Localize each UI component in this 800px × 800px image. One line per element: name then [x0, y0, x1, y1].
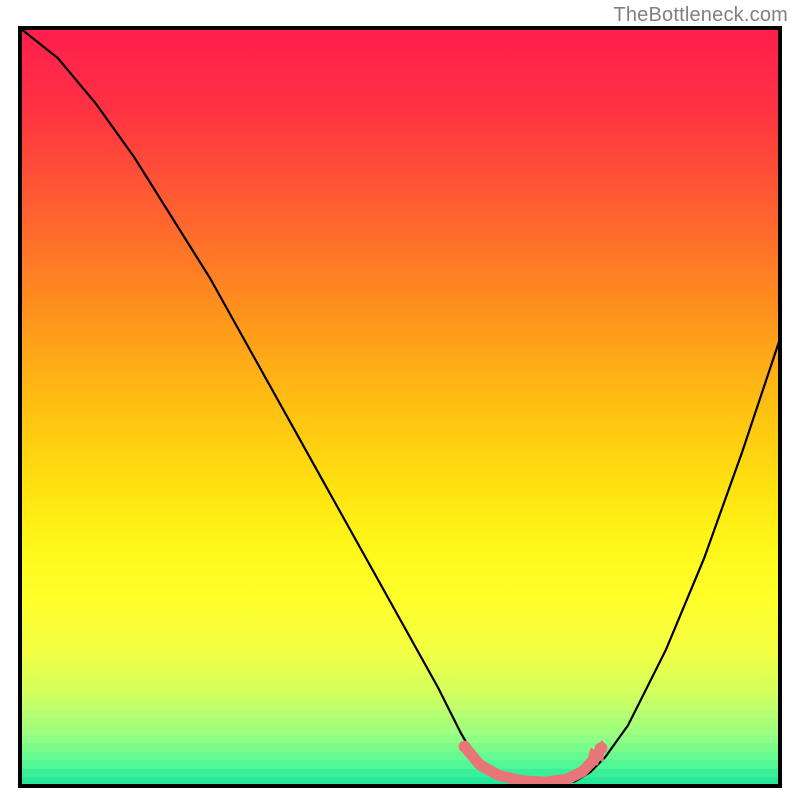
- watermark-text: TheBottleneck.com: [613, 4, 788, 27]
- gradient-stripes: [20, 650, 780, 787]
- plot-area: [20, 28, 780, 787]
- bottleneck-chart: [0, 0, 800, 800]
- chart-container: TheBottleneck.com: [0, 0, 800, 800]
